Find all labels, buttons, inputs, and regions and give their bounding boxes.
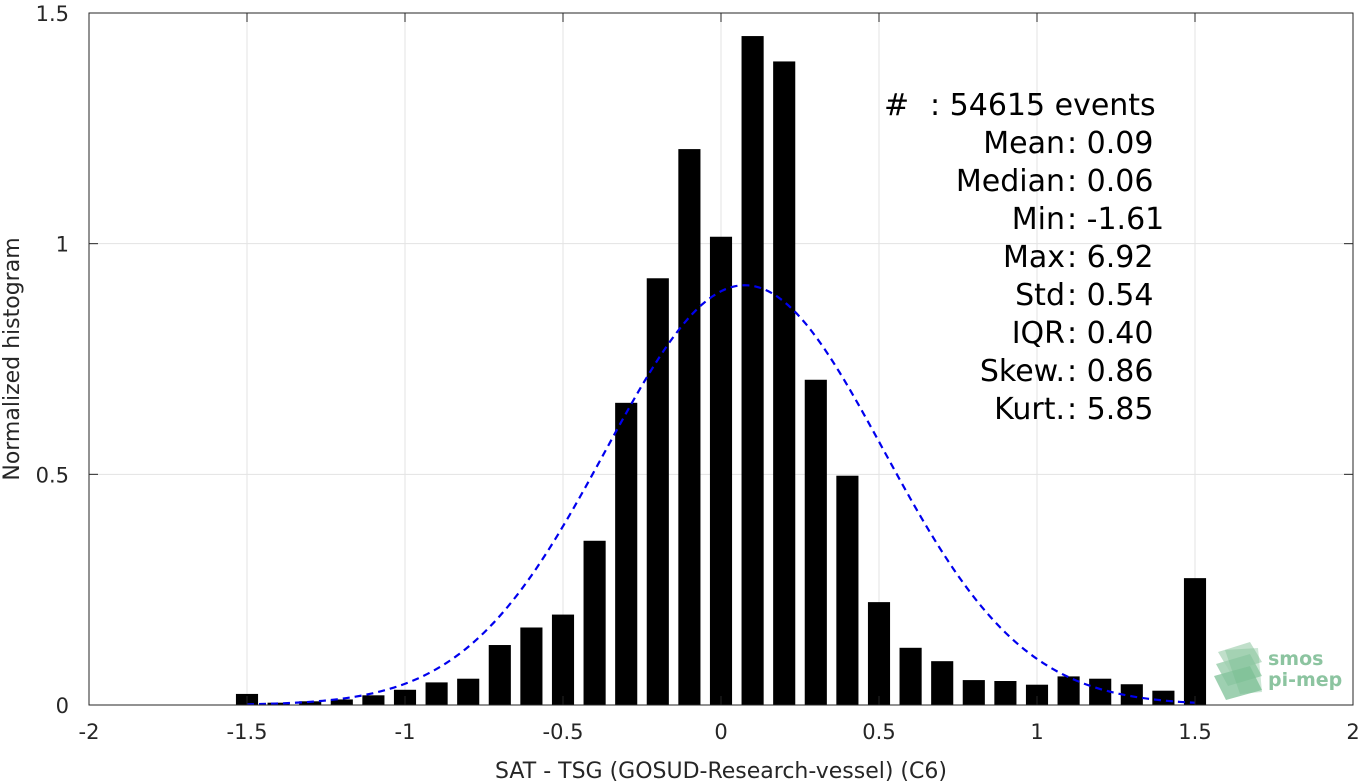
- stat-label: Min: [1012, 202, 1065, 237]
- histogram-bar: [457, 678, 480, 705]
- x-tick-label: 0: [714, 720, 727, 744]
- histogram-bar: [804, 379, 827, 705]
- histogram-bar: [299, 701, 322, 705]
- histogram-bar: [1120, 684, 1143, 705]
- stat-value: : 0.09: [1067, 126, 1153, 161]
- histogram-bar: [773, 61, 796, 705]
- stat-value: : 5.85: [1067, 392, 1153, 427]
- histogram-bar: [962, 680, 985, 705]
- x-tick-label: 1.5: [1178, 720, 1211, 744]
- x-tick-labels: -2 -1.5 -1 -0.5 0 0.5 1 1.5 2: [79, 720, 1360, 744]
- stat-label: IQR: [1012, 316, 1065, 351]
- x-tick-label: 2: [1346, 720, 1359, 744]
- histogram-bar: [330, 699, 353, 705]
- x-tick-label: 0.5: [862, 720, 895, 744]
- histogram-bar: [1183, 578, 1207, 705]
- histogram-bar: [1152, 690, 1175, 705]
- stat-value: : 0.54: [1067, 278, 1153, 313]
- stat-label: Std: [1015, 278, 1065, 313]
- x-tick-label: -2: [79, 720, 100, 744]
- logo-text-pimep: pi-mep: [1268, 669, 1342, 691]
- x-tick-label: 1: [1030, 720, 1043, 744]
- histogram-bar: [994, 681, 1017, 705]
- stat-label: #: [884, 88, 909, 123]
- stat-label: Mean: [983, 126, 1065, 161]
- x-tick-label: -1: [395, 720, 416, 744]
- histogram-bar: [931, 661, 954, 705]
- histogram-bar: [520, 627, 543, 705]
- stat-label: Median: [956, 164, 1065, 199]
- histogram-bar: [583, 540, 606, 705]
- x-tick-label: -1.5: [227, 720, 268, 744]
- histogram-bar: [836, 475, 859, 705]
- histogram-bars: [235, 36, 1207, 706]
- histogram-bar: [646, 278, 669, 705]
- stat-label: Max: [1003, 240, 1065, 275]
- y-tick-labels: 0 0.5 1 1.5: [36, 2, 69, 718]
- histogram-bar: [1025, 684, 1049, 705]
- stat-value: : 54615 events: [930, 88, 1156, 123]
- histogram-bar: [709, 236, 733, 705]
- histogram-bar: [741, 36, 764, 706]
- logo-text-smos: smos: [1268, 648, 1323, 670]
- histogram-bar: [425, 682, 448, 705]
- stat-value: : 6.92: [1067, 240, 1153, 275]
- y-tick-label: 0.5: [36, 463, 69, 487]
- normal-fit-curve: [246, 284, 1196, 706]
- smos-pimep-logo: smos pi-mep: [1214, 642, 1342, 700]
- stat-label: Skew.: [980, 354, 1065, 389]
- y-tick-label: 1: [56, 233, 69, 257]
- histogram-bar: [867, 602, 891, 705]
- histogram-bar: [362, 695, 385, 705]
- histogram-bar: [1057, 676, 1080, 705]
- y-tick-label: 1.5: [36, 2, 69, 26]
- x-axis-label: SAT - TSG (GOSUD-Research-vessel) (C6): [495, 759, 947, 784]
- stat-label: Kurt.: [994, 392, 1065, 427]
- stat-value: : -1.61: [1067, 202, 1164, 237]
- stat-value: : 0.06: [1067, 164, 1153, 199]
- histogram-bar: [267, 702, 290, 705]
- histogram-bar: [615, 402, 638, 705]
- histogram-bar: [551, 614, 575, 705]
- logo-layers-icon: [1214, 642, 1262, 700]
- histogram-bar: [1089, 678, 1112, 705]
- stat-value: : 0.40: [1067, 316, 1153, 351]
- axis-ticks: [88, 12, 1354, 706]
- histogram-bar: [899, 647, 922, 705]
- histogram-bar: [488, 645, 511, 705]
- y-axis-label: Normalized histogram: [0, 237, 25, 480]
- stat-value: : 0.86: [1067, 354, 1153, 389]
- histogram-bar: [678, 149, 701, 706]
- x-tick-label: -0.5: [543, 720, 584, 744]
- y-tick-label: 0: [56, 694, 69, 718]
